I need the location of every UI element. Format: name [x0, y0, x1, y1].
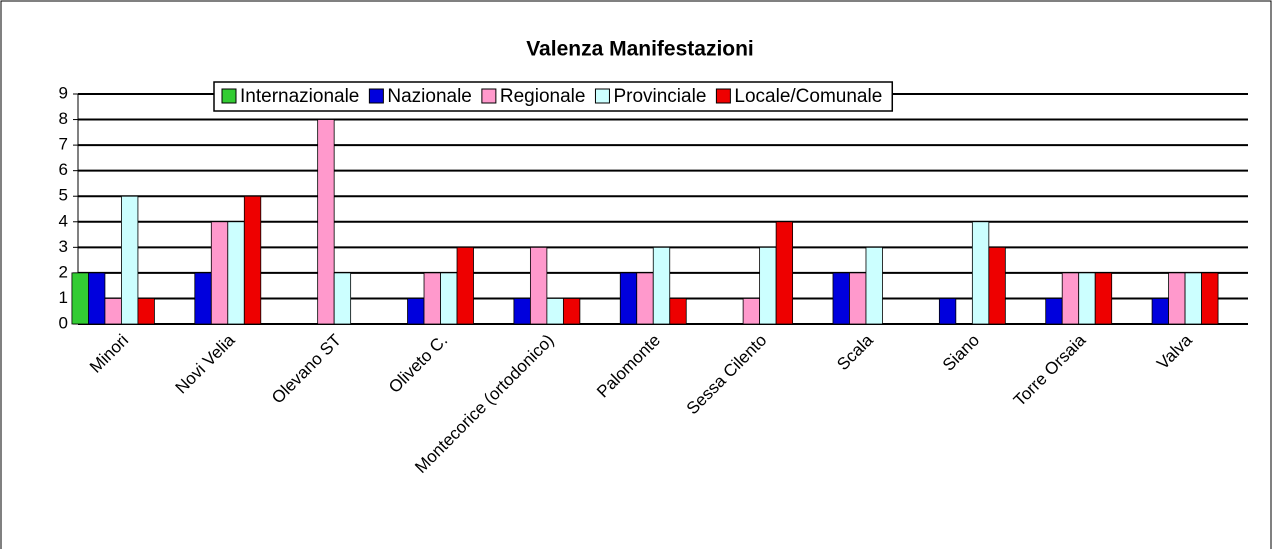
bar: [742, 298, 761, 325]
bar: [137, 298, 155, 325]
bar: [317, 119, 335, 325]
y-tick-label: 9: [59, 83, 68, 102]
bar: [440, 272, 458, 325]
y-tick-label: 4: [59, 211, 68, 230]
bar: [1078, 272, 1096, 325]
bar: [832, 272, 850, 325]
chart-title: Valenza Manifestazioni: [526, 38, 754, 61]
bar: [210, 221, 229, 325]
bar: [849, 272, 867, 325]
bar: [669, 298, 687, 325]
legend-swatch: [594, 88, 610, 104]
y-tick-label: 6: [59, 160, 68, 179]
bar: [513, 298, 531, 325]
y-tick-label: 0: [59, 313, 68, 332]
bar: [1151, 298, 1169, 325]
y-tick-label: 3: [59, 237, 68, 256]
bar: [1061, 272, 1080, 325]
legend-label: Locale/Comunale: [734, 86, 882, 107]
y-tick-label: 8: [59, 109, 68, 128]
bar: [1184, 272, 1202, 325]
legend-label: Nazionale: [387, 86, 472, 107]
bar: [529, 246, 548, 325]
bar: [243, 195, 262, 325]
bar: [775, 221, 794, 325]
legend-swatch: [221, 88, 237, 104]
bar: [1045, 298, 1063, 325]
legend-box: [213, 81, 894, 112]
bar: [333, 272, 352, 325]
bar: [88, 272, 106, 325]
bar: [1168, 272, 1186, 325]
legend-swatch: [715, 88, 731, 104]
bar: [971, 221, 990, 325]
bar: [104, 298, 122, 325]
bar: [636, 272, 654, 325]
legend-label: Internazionale: [240, 86, 359, 107]
bar: [988, 246, 1006, 325]
y-tick-label: 5: [59, 186, 68, 205]
bar: [619, 272, 638, 325]
bar: [938, 298, 957, 325]
legend-label: Provinciale: [613, 86, 706, 107]
y-tick-label: 7: [59, 135, 68, 154]
y-tick-label: 2: [59, 262, 68, 281]
bar: [407, 298, 425, 325]
bar: [865, 246, 883, 325]
bar: [456, 246, 474, 325]
bar: [71, 272, 89, 325]
bar: [1094, 272, 1113, 325]
bar: [562, 298, 581, 325]
bar: [1201, 272, 1219, 325]
legend-swatch: [368, 88, 384, 104]
bar: [121, 195, 139, 325]
bar: [759, 246, 777, 325]
bar: [652, 246, 671, 325]
y-tick-label: 1: [59, 288, 68, 307]
legend: Internazionale Nazionale Regionale Provinci…: [213, 81, 894, 112]
bar: [423, 272, 441, 325]
bar: [194, 272, 212, 325]
legend-label: Regionale: [500, 86, 586, 107]
bar: [227, 221, 245, 325]
bar: [546, 298, 564, 325]
legend-swatch: [481, 88, 497, 104]
